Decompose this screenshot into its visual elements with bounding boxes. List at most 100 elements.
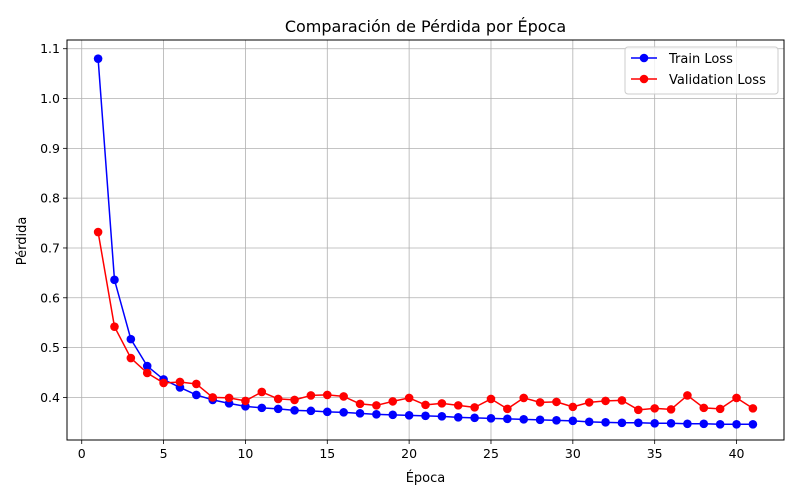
y-tick-label: 1.1 — [40, 41, 60, 56]
data-point-validation-loss — [175, 377, 185, 387]
plot-frame — [66, 39, 785, 441]
data-point-train-loss — [93, 54, 103, 63]
series-validation-loss — [93, 227, 758, 415]
y-tick-label: 0.9 — [40, 141, 60, 156]
data-point-validation-loss — [732, 393, 741, 403]
x-tick-label: 35 — [647, 446, 663, 461]
data-point-validation-loss — [306, 391, 316, 400]
data-point-train-loss — [650, 419, 659, 428]
data-point-validation-loss — [404, 393, 414, 403]
data-point-validation-loss — [159, 378, 168, 388]
data-point-train-loss — [355, 409, 365, 418]
data-point-validation-loss — [748, 404, 758, 413]
chart-title: Comparación de Pérdida por Época — [285, 17, 566, 36]
data-point-train-loss — [404, 411, 414, 420]
data-point-validation-loss — [126, 353, 136, 363]
data-point-validation-loss — [699, 403, 709, 413]
x-tick-label: 30 — [565, 446, 581, 461]
x-tick-label: 40 — [729, 446, 745, 461]
data-point-train-loss — [617, 418, 627, 428]
legend: Train Loss Validation Loss — [624, 46, 779, 95]
series-train-loss — [93, 54, 758, 429]
series-group — [93, 54, 758, 429]
grid — [67, 40, 784, 440]
data-point-validation-loss — [322, 390, 332, 400]
data-point-train-loss — [486, 414, 496, 423]
data-point-validation-loss — [634, 405, 643, 415]
data-point-train-loss — [568, 416, 578, 426]
data-point-validation-loss — [617, 396, 627, 405]
data-point-validation-loss — [715, 404, 725, 414]
data-point-train-loss — [634, 418, 643, 428]
data-point-validation-loss — [142, 368, 152, 378]
data-point-train-loss — [715, 420, 725, 429]
legend-marker-validation — [639, 74, 649, 84]
data-point-validation-loss — [208, 393, 217, 402]
data-point-validation-loss — [503, 404, 512, 414]
data-point-train-loss — [699, 419, 709, 429]
legend-label-train: Train Loss — [668, 52, 733, 67]
data-point-validation-loss — [486, 394, 496, 404]
data-point-train-loss — [257, 403, 267, 413]
data-point-validation-loss — [372, 401, 381, 410]
data-point-train-loss — [322, 407, 332, 417]
data-point-train-loss — [503, 414, 512, 424]
data-point-validation-loss — [339, 392, 348, 401]
data-point-train-loss — [110, 275, 119, 285]
data-point-validation-loss — [192, 379, 201, 389]
legend-box — [624, 46, 779, 95]
data-point-train-loss — [470, 413, 479, 423]
data-point-train-loss — [748, 420, 758, 429]
x-axis-ticks: 0 5 10 15 20 25 30 35 40 — [78, 440, 745, 461]
x-tick-label: 25 — [483, 446, 499, 461]
y-tick-label: 1.0 — [40, 91, 60, 106]
x-tick-label: 5 — [160, 446, 168, 461]
data-point-train-loss — [453, 413, 463, 422]
data-point-train-loss — [601, 418, 610, 427]
data-point-train-loss — [192, 390, 201, 400]
x-tick-label: 0 — [78, 446, 86, 461]
data-point-validation-loss — [601, 396, 610, 406]
data-point-train-loss — [142, 361, 152, 371]
data-point-train-loss — [552, 416, 561, 425]
y-tick-label: 0.6 — [40, 290, 60, 305]
y-axis-ticks: 0.4 0.5 0.6 0.7 0.8 0.9 1.0 1.1 — [40, 41, 67, 405]
data-point-validation-loss — [290, 395, 299, 405]
data-point-train-loss — [306, 406, 316, 416]
data-point-validation-loss — [110, 322, 119, 331]
legend-marker-train — [639, 53, 649, 63]
data-point-train-loss — [126, 334, 136, 344]
y-tick-label: 0.5 — [40, 340, 60, 355]
data-point-train-loss — [372, 410, 381, 419]
y-tick-label: 0.4 — [40, 390, 60, 405]
data-point-train-loss — [732, 420, 741, 429]
x-axis-title: Época — [406, 470, 446, 486]
data-point-train-loss — [535, 415, 545, 425]
data-point-train-loss — [584, 417, 594, 427]
data-point-train-loss — [388, 410, 398, 420]
data-point-train-loss — [273, 404, 283, 414]
data-point-train-loss — [437, 412, 447, 421]
data-point-validation-loss — [421, 400, 430, 410]
y-tick-label: 0.7 — [40, 240, 60, 255]
data-point-validation-loss — [568, 402, 578, 412]
data-point-validation-loss — [584, 398, 594, 407]
data-point-train-loss — [339, 408, 348, 417]
x-tick-label: 10 — [237, 446, 253, 461]
data-point-validation-loss — [552, 397, 561, 407]
data-point-validation-loss — [666, 405, 676, 414]
data-point-validation-loss — [650, 404, 659, 413]
data-point-validation-loss — [224, 393, 234, 403]
data-point-validation-loss — [535, 398, 545, 407]
data-point-validation-loss — [93, 227, 103, 237]
data-point-validation-loss — [241, 396, 250, 406]
y-tick-label: 0.8 — [40, 191, 60, 206]
data-point-validation-loss — [257, 387, 267, 397]
data-point-validation-loss — [470, 403, 479, 412]
data-point-validation-loss — [437, 399, 447, 408]
x-tick-label: 15 — [319, 446, 335, 461]
data-point-validation-loss — [453, 401, 463, 410]
data-point-train-loss — [421, 411, 430, 421]
data-point-train-loss — [666, 419, 676, 428]
